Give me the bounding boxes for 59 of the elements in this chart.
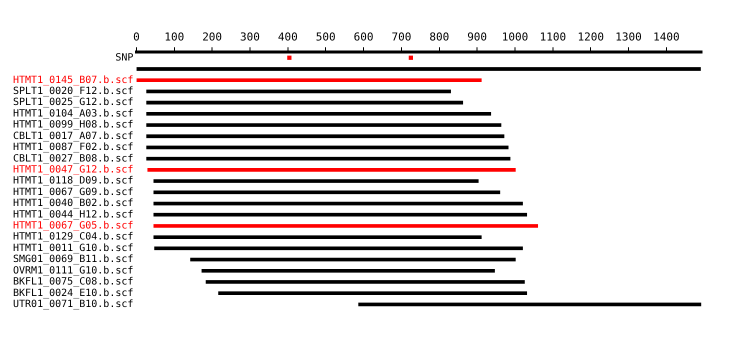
y-tick-label: HTMT1_0145_B07.b.scf — [12, 74, 134, 86]
x-tick-label: 900 — [467, 30, 488, 44]
bar — [202, 268, 495, 273]
y-tick-label: HTMT1_0044_H12.b.scf — [12, 209, 134, 220]
bar — [154, 246, 523, 250]
bar — [146, 134, 504, 138]
y-tick-label: SPLT1_0020_F12.b.scf — [12, 86, 134, 98]
bar — [153, 190, 500, 194]
y-tick-label: HTMT1_0011_G10.b.scf — [12, 242, 134, 254]
bar — [206, 280, 525, 284]
bar — [146, 100, 464, 104]
x-tick-label: 800 — [429, 30, 450, 44]
bar — [153, 179, 479, 183]
y-tick-label: SMG01_0069_B11.b.scf — [12, 254, 134, 266]
y-tick-label: CBLT1_0017_A07.b.scf — [12, 130, 134, 142]
bar — [146, 123, 502, 127]
x-tick-label: 1000 — [502, 30, 528, 44]
y-tick-label: BKFL1_0024_E10.b.scf — [12, 288, 134, 299]
bar — [153, 202, 523, 206]
y-tick-label: CBLT1_0027_B08.b.scf — [12, 153, 134, 164]
y-tick-label: OVRM1_0111_G10.b.scf — [12, 265, 134, 276]
bar — [146, 146, 508, 150]
bar — [136, 67, 701, 71]
y-tick-label: HTMT1_0067_G05.b.scf — [12, 220, 134, 232]
bar — [153, 235, 482, 239]
bar — [153, 224, 538, 228]
y-tick-label: SPLT1_0025_G12.b.scf — [12, 97, 134, 108]
y-tick-label: UTR01_0071_B10.b.scf — [12, 298, 134, 310]
x-tick-label: 100 — [164, 30, 184, 44]
y-tick-label: HTMT1_0104_A03.b.scf — [12, 108, 134, 120]
y-tick-label: HTMT1_0047_G12.b.scf — [12, 164, 134, 176]
y-tick-label: HTMT1_0129_C04.b.scf — [12, 232, 134, 243]
bar — [358, 302, 702, 306]
bar — [146, 90, 451, 94]
x-tick-label: 600 — [354, 30, 374, 44]
bar — [146, 156, 510, 161]
y-tick-label: HTMT1_0067_G09.b.scf — [12, 186, 134, 198]
y-tick-label: HTMT1_0099_H08.b.scf — [12, 120, 134, 131]
y-tick-label: HTMT1_0040_B02.b.scf — [12, 198, 134, 210]
bar — [136, 78, 482, 82]
bar — [153, 212, 528, 217]
x-tick-label: 1300 — [615, 30, 642, 44]
x-tick-label: 0 — [133, 30, 140, 44]
bar — [146, 112, 492, 116]
x-tick-label: 500 — [316, 30, 336, 44]
y-tick-label: BKFL1_0075_C08.b.scf — [12, 276, 134, 288]
bar — [218, 291, 528, 296]
y-tick-label: HTMT1_0087_F02.b.scf — [12, 142, 134, 154]
x-tick-label: 400 — [278, 30, 298, 44]
x-tick-label: 1200 — [577, 30, 604, 44]
bar — [190, 258, 516, 262]
x-tick-label: 1400 — [653, 30, 680, 44]
x-tick-label: 700 — [391, 30, 412, 44]
x-tick-label: 1100 — [540, 30, 566, 44]
y-tick-label: SNP — [115, 52, 134, 64]
y-tick-label: HTMT1_0118_D09.b.scf — [12, 176, 134, 187]
bar — [147, 168, 516, 172]
x-tick-label: 300 — [240, 30, 260, 44]
x-tick-label: 200 — [202, 30, 222, 44]
